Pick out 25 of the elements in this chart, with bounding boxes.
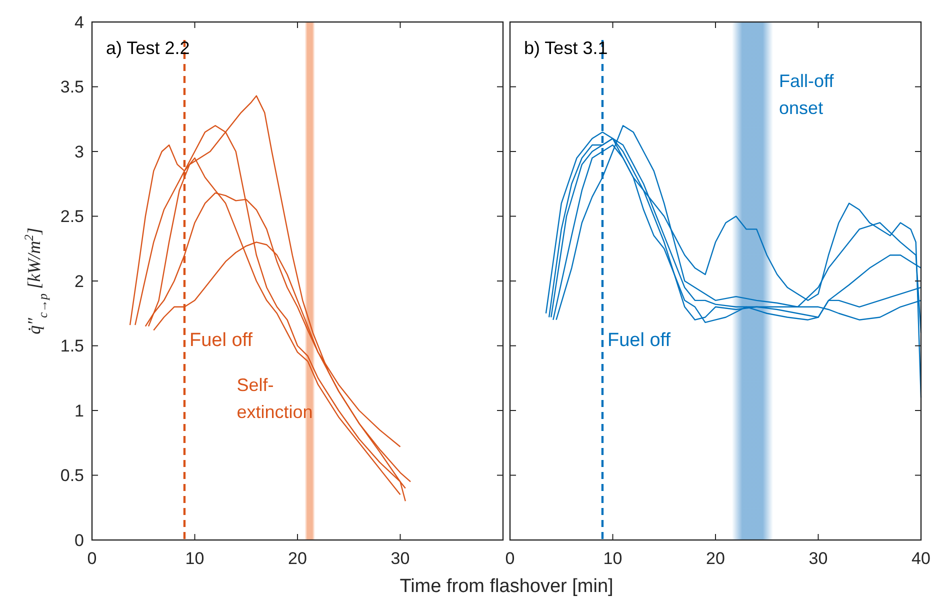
- x-tick-label: 0: [505, 549, 515, 568]
- annotation: Fall-off onset: [779, 70, 835, 118]
- y-tick-label: 2.5: [60, 207, 84, 226]
- y-tick-label: 0.5: [60, 466, 84, 486]
- y-tick-label: 3.5: [60, 78, 84, 97]
- ref-line-label: Fuel off: [189, 330, 254, 351]
- ref-line-label: Fuel off: [607, 330, 672, 351]
- x-tick-label: 30: [808, 549, 828, 568]
- annotation: b) Test 3.1: [524, 38, 608, 58]
- x-tick-label: 10: [185, 549, 204, 568]
- annotation: Self- extinction: [236, 375, 313, 422]
- x-tick-label: 20: [288, 549, 307, 568]
- x-tick-label: 0: [87, 549, 97, 568]
- x-tick-label: 40: [912, 549, 930, 568]
- y-tick-label: 3: [74, 142, 84, 162]
- x-tick-label: 30: [390, 549, 410, 568]
- y-tick-label: 2: [74, 272, 84, 291]
- y-tick-label: 0: [74, 530, 84, 550]
- y-tick-label: 1.5: [60, 336, 84, 356]
- x-tick-label: 20: [706, 549, 725, 568]
- x-tick-label: 10: [603, 549, 622, 568]
- annotation: a) Test 2.2: [106, 38, 190, 58]
- y-tick-label: 1: [74, 401, 84, 420]
- x-axis-title: Time from flashover [min]: [400, 576, 614, 597]
- y-tick-label: 4: [74, 12, 84, 32]
